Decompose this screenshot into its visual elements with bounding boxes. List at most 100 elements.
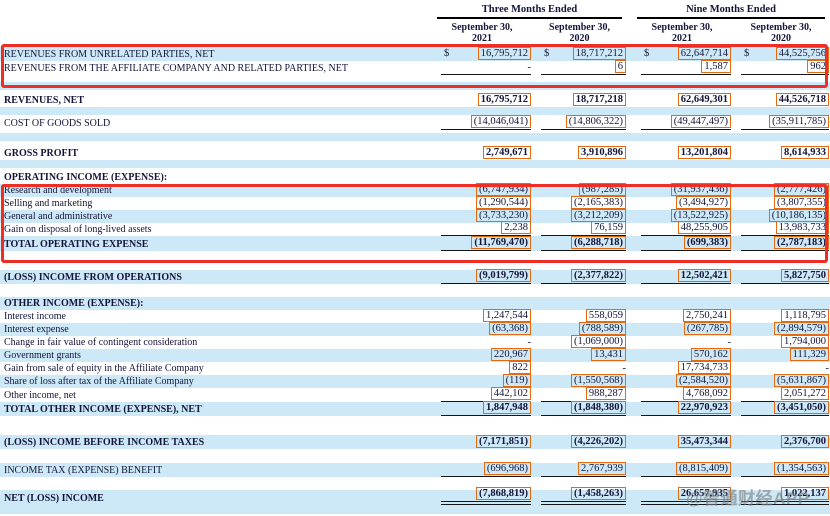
table-row: NET (LOSS) INCOME (7,868,819) (1,458,263) 2… <box>0 486 830 505</box>
value-cell: 2,749,671 <box>441 145 531 160</box>
table-row: Selling and marketing (1,290,544) (2,165,3… <box>0 195 830 210</box>
table-row: Other income, net 442,102 988,287 4,768,092… <box>0 386 830 402</box>
value-highlighted: (49,447,497) <box>670 114 731 128</box>
value-cell: 2,238 <box>441 220 531 236</box>
value-highlighted: (8,815,409) <box>676 461 731 475</box>
value-cell: - <box>641 336 732 349</box>
value-highlighted: (2,777,426) <box>774 182 829 196</box>
value-cell: (1,458,263) <box>541 486 626 505</box>
row-label: (LOSS) INCOME FROM OPERATIONS <box>4 271 182 283</box>
value-highlighted: (7,868,819) <box>476 486 531 500</box>
value-highlighted: 822 <box>509 360 531 374</box>
value-cell: 13,431 <box>541 347 626 362</box>
value-cell: (7,171,851) <box>441 434 531 449</box>
value-highlighted: 6 <box>614 59 626 73</box>
date-line: 2021 <box>672 33 692 45</box>
dollar-sign: $ <box>444 47 450 59</box>
value-cell: (987,285) <box>541 182 626 197</box>
value-cell: 18,717,218 <box>541 92 626 107</box>
table-row: Change in fair value of contingent consi… <box>0 334 830 349</box>
value-highlighted: 3,910,896 <box>578 145 626 159</box>
value-cell: (696,968) <box>441 461 531 477</box>
value-dash: - <box>727 336 732 348</box>
date-line: September 30, <box>451 22 513 34</box>
table-row: Interest expense (63,368) (788,589) (267,78… <box>0 321 830 336</box>
value-highlighted: (696,968) <box>483 461 531 475</box>
value-cell: (119) <box>441 373 531 388</box>
date-line: 2021 <box>472 33 492 45</box>
date-line: 2020 <box>569 33 590 45</box>
row-label: Share of loss after tax of the Affiliate… <box>4 375 194 387</box>
value-highlighted: 13,201,804 <box>677 145 731 159</box>
value-cell: $62,647,714 <box>641 46 731 61</box>
value-cell: (1,354,563) <box>741 461 829 477</box>
row-label: GROSS PROFIT <box>4 147 79 159</box>
spacer-row <box>0 159 830 168</box>
value-cell: 2,376,700 <box>741 434 829 449</box>
value-highlighted: (267,785) <box>683 321 731 335</box>
value-highlighted: (3,451,050) <box>774 400 829 414</box>
value-cell: 822 <box>441 360 531 375</box>
table-row: Interest income 1,247,544 558,059 2,750,241… <box>0 308 830 323</box>
value-cell: (2,787,183) <box>741 235 829 251</box>
value-cell: 1,587 <box>641 59 731 75</box>
row-label: (LOSS) INCOME BEFORE INCOME TAXES <box>4 436 205 448</box>
value-highlighted: 17,734,733 <box>677 360 731 374</box>
value-cell: (63,368) <box>441 321 531 336</box>
value-highlighted: (3,807,355) <box>774 195 829 209</box>
date-line: September 30, <box>651 22 713 34</box>
spacer-row <box>0 114 830 117</box>
value-dash: - <box>527 61 532 73</box>
spacer-row <box>0 81 830 90</box>
value-cell: (2,377,822) <box>541 268 626 284</box>
value-cell: 8,614,933 <box>741 145 829 160</box>
row-label: REVENUES, NET <box>4 94 85 106</box>
value-cell: (1,848,380) <box>541 400 626 416</box>
column-header-q3-2020: September 30, 2020 <box>537 22 622 47</box>
date-line: September 30, <box>549 22 610 34</box>
row-label: NET (LOSS) INCOME <box>4 492 104 504</box>
value-highlighted: (1,290,544) <box>476 195 531 209</box>
dollar-sign: $ <box>544 47 550 59</box>
value-highlighted: (14,806,322) <box>565 114 626 128</box>
value-highlighted: (1,550,568) <box>571 373 626 387</box>
value-cell: (3,807,355) <box>741 195 829 210</box>
value-cell: $16,795,712 <box>441 46 531 61</box>
value-highlighted: (2,377,822) <box>571 268 626 282</box>
value-cell: (4,226,202) <box>541 434 626 449</box>
value-highlighted: 18,717,218 <box>572 92 626 106</box>
value-highlighted: 1,118,795 <box>781 308 829 322</box>
value-highlighted: (11,769,470) <box>471 235 531 249</box>
value-cell: 44,526,718 <box>741 92 829 107</box>
value-highlighted: 8,614,933 <box>781 145 829 159</box>
value-highlighted: (788,589) <box>578 321 626 335</box>
value-highlighted: (63,368) <box>489 321 531 335</box>
value-cell: 3,910,896 <box>541 145 626 160</box>
value-cell: (6,288,718) <box>541 235 626 251</box>
table-row: COST OF GOODS SOLD (14,046,041) (14,806,32… <box>0 114 830 130</box>
value-cell: 22,970,923 <box>641 400 731 416</box>
spacer-row <box>0 476 830 490</box>
value-cell: (699,383) <box>641 235 731 251</box>
table-row: Share of loss after tax of the Affiliate… <box>0 373 830 388</box>
value-cell: 12,502,421 <box>641 268 731 284</box>
table-body: REVENUES FROM UNRELATED PARTIES, NET $16,… <box>0 46 830 514</box>
value-highlighted: (1,354,563) <box>774 461 829 475</box>
value-dash: - <box>622 362 627 374</box>
row-label: Other income, net <box>4 389 76 401</box>
value-cell: (3,494,927) <box>641 195 731 210</box>
row-label: COST OF GOODS SOLD <box>4 117 111 129</box>
value-highlighted: (7,171,851) <box>476 434 531 448</box>
column-header-9m-2021: September 30, 2021 <box>637 22 727 47</box>
table-row: Government grants 220,967 13,431 570,162 111… <box>0 347 830 362</box>
value-cell: (6,747,934) <box>441 182 531 197</box>
column-header-9m-2020: September 30, 2020 <box>737 22 825 47</box>
value-cell: 1,118,795 <box>741 308 829 323</box>
value-cell: 962 <box>741 59 829 75</box>
value-cell: (788,589) <box>541 321 626 336</box>
value-cell: (2,777,426) <box>741 182 829 197</box>
value-cell: 1,847,948 <box>441 400 531 416</box>
table-row: Gain on disposal of long-lived assets 2,2… <box>0 220 830 236</box>
table-row: TOTAL OPERATING EXPENSE (11,769,470) (6,28… <box>0 235 830 251</box>
